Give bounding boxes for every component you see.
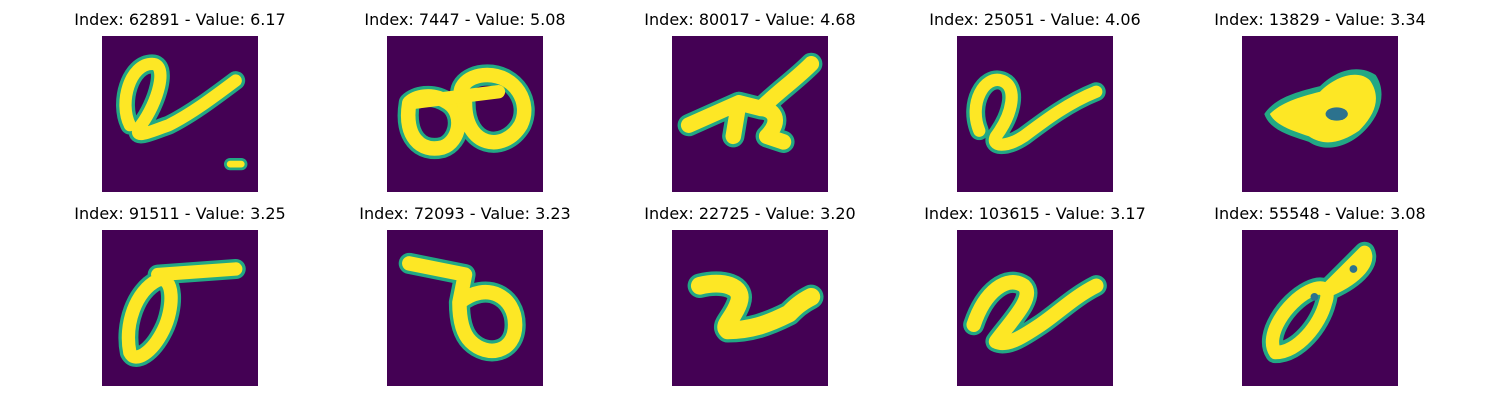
panel-5: Index: 13829 - Value: 3.34: [1170, 0, 1470, 200]
panel-7: Index: 72093 - Value: 3.23: [315, 194, 615, 394]
panel-1: Index: 62891 - Value: 6.17: [30, 0, 330, 200]
panel-title: Index: 25051 - Value: 4.06: [929, 10, 1141, 29]
glyph-filled-blob: [1264, 69, 1382, 148]
digit-image: [387, 36, 543, 192]
digit-image: [1242, 230, 1398, 386]
panel-9: Index: 103615 - Value: 3.17: [885, 194, 1185, 394]
glyph-slanted-8: [1261, 241, 1377, 364]
panel-8: Index: 22725 - Value: 3.20: [600, 194, 900, 394]
panel-4: Index: 25051 - Value: 4.06: [885, 0, 1185, 200]
panel-10: Index: 55548 - Value: 3.08: [1170, 194, 1470, 394]
panel-title: Index: 13829 - Value: 3.34: [1214, 10, 1426, 29]
panel-title: Index: 103615 - Value: 3.17: [924, 204, 1146, 223]
panel-3: Index: 80017 - Value: 4.68: [600, 0, 900, 200]
digit-image: [102, 230, 258, 386]
panel-title: Index: 22725 - Value: 3.20: [644, 204, 856, 223]
digit-image: [1242, 36, 1398, 192]
glyph-a-tail: [966, 70, 1106, 155]
digit-image: [672, 230, 828, 386]
glyph-curly-2: [687, 271, 824, 343]
panel-title: Index: 7447 - Value: 5.08: [364, 10, 566, 29]
glyph-reverse-d: [398, 252, 526, 362]
panel-2: Index: 7447 - Value: 5.08: [315, 0, 615, 200]
digit-image: [387, 230, 543, 386]
glyph-a-tail-dot: [116, 54, 248, 171]
panel-title: Index: 91511 - Value: 3.25: [74, 204, 286, 223]
digit-image: [957, 230, 1113, 386]
panel-title: Index: 55548 - Value: 3.08: [1214, 204, 1426, 223]
digit-image: [672, 36, 828, 192]
glyph-double-loop: [397, 64, 535, 160]
glyph-a-tail-2: [963, 271, 1107, 354]
glyph-sigma-loop: [118, 258, 246, 367]
digit-image: [957, 36, 1113, 192]
glyph-slanted-4: [677, 52, 823, 153]
panel-title: Index: 80017 - Value: 4.68: [644, 10, 856, 29]
digit-image: [102, 36, 258, 192]
panel-title: Index: 62891 - Value: 6.17: [74, 10, 286, 29]
panel-title: Index: 72093 - Value: 3.23: [359, 204, 571, 223]
panel-6: Index: 91511 - Value: 3.25: [30, 194, 330, 394]
